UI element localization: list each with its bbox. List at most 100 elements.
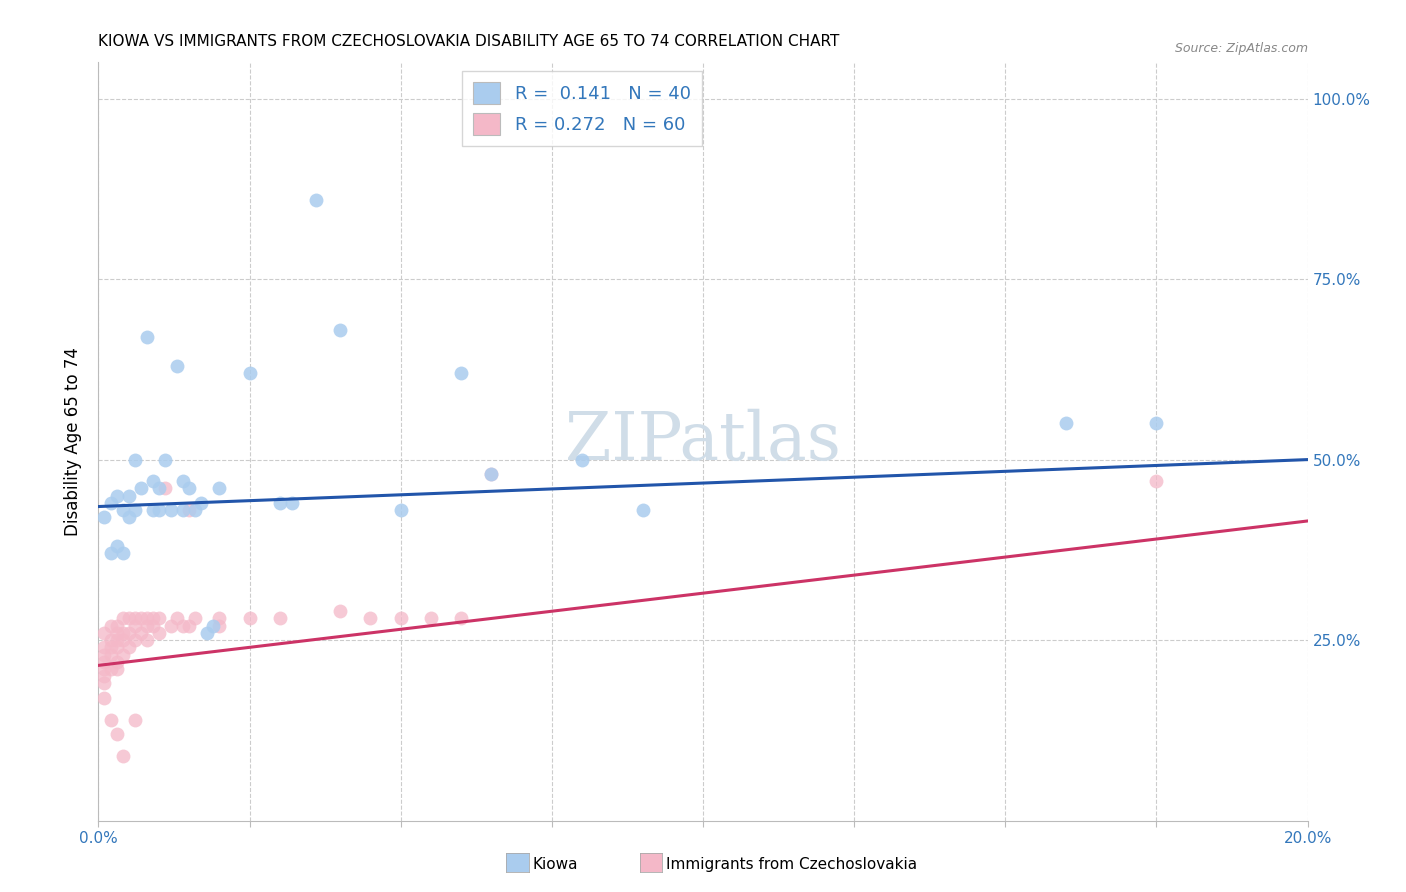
Point: [190, 496, 212, 510]
Point: [281, 496, 304, 510]
Point: [105, 655, 128, 669]
Point: [100, 662, 122, 676]
Point: [148, 626, 170, 640]
Point: [111, 648, 134, 662]
Point: [105, 662, 128, 676]
Point: [148, 503, 170, 517]
Point: [481, 467, 503, 481]
Point: [142, 503, 165, 517]
Point: [142, 611, 165, 625]
Point: [124, 618, 146, 632]
Point: [420, 611, 443, 625]
Point: [111, 546, 134, 560]
Point: [93, 669, 115, 683]
Point: [184, 503, 207, 517]
Point: [93, 648, 115, 662]
Point: [389, 503, 412, 517]
Point: [202, 618, 225, 632]
Point: [100, 633, 122, 648]
Point: [105, 489, 128, 503]
Point: [111, 611, 134, 625]
Point: [1144, 417, 1167, 431]
Point: [450, 611, 472, 625]
Point: [135, 330, 157, 344]
Point: [118, 640, 141, 655]
Point: [208, 618, 231, 632]
Point: [129, 626, 152, 640]
Point: [105, 727, 128, 741]
Point: [153, 452, 176, 467]
Point: [124, 611, 146, 625]
Point: [450, 366, 472, 380]
Point: [100, 640, 122, 655]
Legend: R =  0.141   N = 40, R = 0.272   N = 60: R = 0.141 N = 40, R = 0.272 N = 60: [463, 71, 702, 146]
Point: [100, 648, 122, 662]
Point: [118, 626, 141, 640]
Point: [105, 618, 128, 632]
Point: [111, 748, 134, 763]
Point: [142, 475, 165, 489]
Point: [360, 611, 382, 625]
Point: [184, 611, 207, 625]
Point: [129, 611, 152, 625]
Point: [148, 611, 170, 625]
Point: [111, 626, 134, 640]
Point: [160, 618, 183, 632]
Point: [172, 618, 194, 632]
Point: [1054, 417, 1077, 431]
Point: [239, 611, 262, 625]
Point: [269, 611, 291, 625]
Point: [118, 489, 141, 503]
Point: [172, 475, 194, 489]
Point: [105, 633, 128, 648]
Point: [166, 359, 188, 373]
Point: [93, 662, 115, 676]
Point: [166, 611, 188, 625]
Point: [172, 503, 194, 517]
Point: [118, 611, 141, 625]
Point: [208, 482, 231, 496]
Point: [305, 193, 328, 207]
Text: Kiowa: Kiowa: [533, 857, 578, 871]
Point: [124, 452, 146, 467]
Point: [105, 640, 128, 655]
Point: [135, 611, 157, 625]
Point: [208, 611, 231, 625]
Point: [118, 510, 141, 524]
Point: [93, 640, 115, 655]
Point: [1144, 475, 1167, 489]
Point: [93, 690, 115, 705]
Point: [93, 676, 115, 690]
Y-axis label: Disability Age 65 to 74: Disability Age 65 to 74: [65, 347, 83, 536]
Point: [100, 713, 122, 727]
Point: [124, 713, 146, 727]
Point: [329, 323, 352, 337]
Text: KIOWA VS IMMIGRANTS FROM CZECHOSLOVAKIA DISABILITY AGE 65 TO 74 CORRELATION CHAR: KIOWA VS IMMIGRANTS FROM CZECHOSLOVAKIA …: [98, 34, 839, 49]
Point: [269, 496, 291, 510]
Point: [195, 626, 218, 640]
Point: [105, 626, 128, 640]
Point: [93, 655, 115, 669]
Point: [179, 482, 201, 496]
Text: Immigrants from Czechoslovakia: Immigrants from Czechoslovakia: [666, 857, 918, 871]
Text: ZIPatlas: ZIPatlas: [565, 409, 841, 475]
Point: [148, 482, 170, 496]
Point: [100, 496, 122, 510]
Point: [481, 467, 503, 481]
Point: [93, 510, 115, 524]
Point: [129, 482, 152, 496]
Point: [111, 503, 134, 517]
Point: [153, 482, 176, 496]
Point: [124, 503, 146, 517]
Point: [105, 539, 128, 553]
Point: [135, 618, 157, 632]
Point: [329, 604, 352, 618]
Point: [93, 626, 115, 640]
Point: [179, 503, 201, 517]
Point: [135, 633, 157, 648]
Point: [571, 452, 593, 467]
Point: [111, 633, 134, 648]
Point: [239, 366, 262, 380]
Point: [631, 503, 654, 517]
Point: [179, 618, 201, 632]
